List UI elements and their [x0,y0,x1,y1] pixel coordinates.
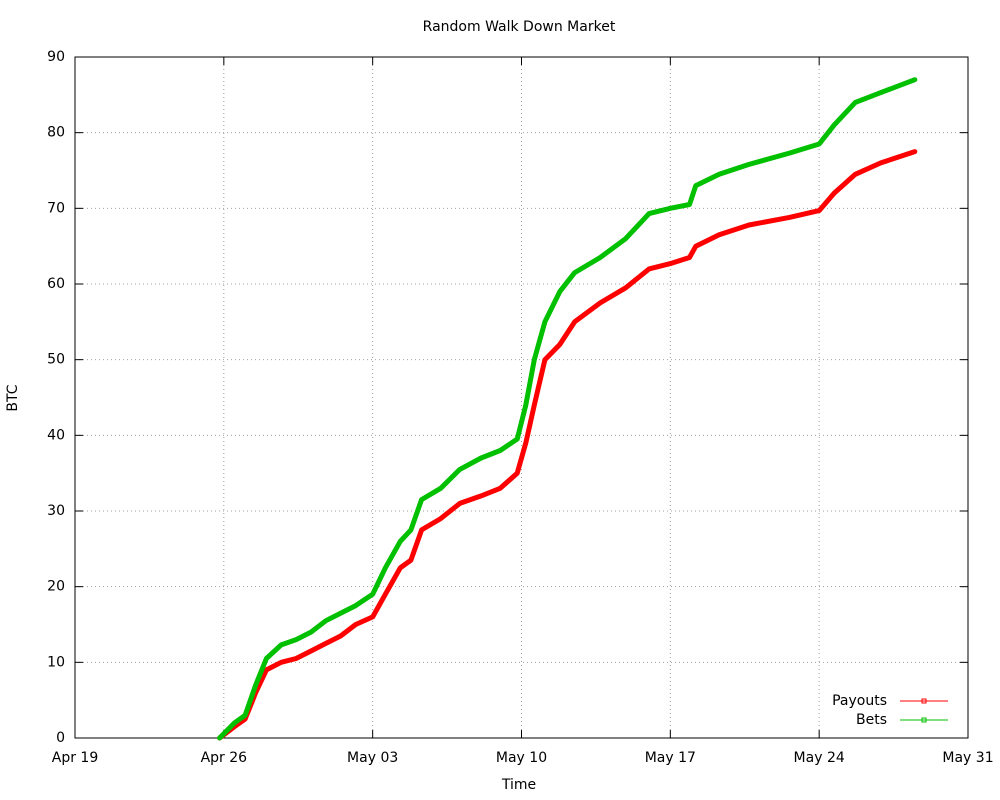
y-axis-label: BTC [5,384,21,411]
legend-marker [921,698,927,704]
x-tick-label: May 24 [794,750,845,766]
data-line [217,77,918,741]
y-tick-label: 0 [56,730,65,746]
y-tick-label: 20 [47,579,65,595]
x-tick-label: May 17 [645,750,696,766]
x-tick-label: Apr 26 [201,750,248,766]
x-tick-label: May 03 [347,750,398,766]
x-tick-label: May 31 [942,750,993,766]
x-tick-label: Apr 19 [52,750,98,766]
legend-marker [921,717,927,723]
x-axis-label: Time [501,777,536,793]
chart-title: Random Walk Down Market [423,19,616,35]
y-tick-label: 90 [47,49,65,65]
y-tick-label: 50 [47,352,65,368]
y-tick-label: 10 [47,654,65,670]
y-tick-label: 30 [47,503,65,519]
y-tick-label: 60 [47,276,65,292]
data-line [217,149,918,741]
plot-frame [74,56,969,739]
y-tick-label: 70 [47,200,65,216]
legend-label: Payouts [832,693,887,709]
legend-label: Bets [856,712,887,728]
y-tick-label: 80 [47,125,65,141]
x-tick-label: May 10 [496,750,547,766]
y-tick-label: 40 [47,427,65,443]
